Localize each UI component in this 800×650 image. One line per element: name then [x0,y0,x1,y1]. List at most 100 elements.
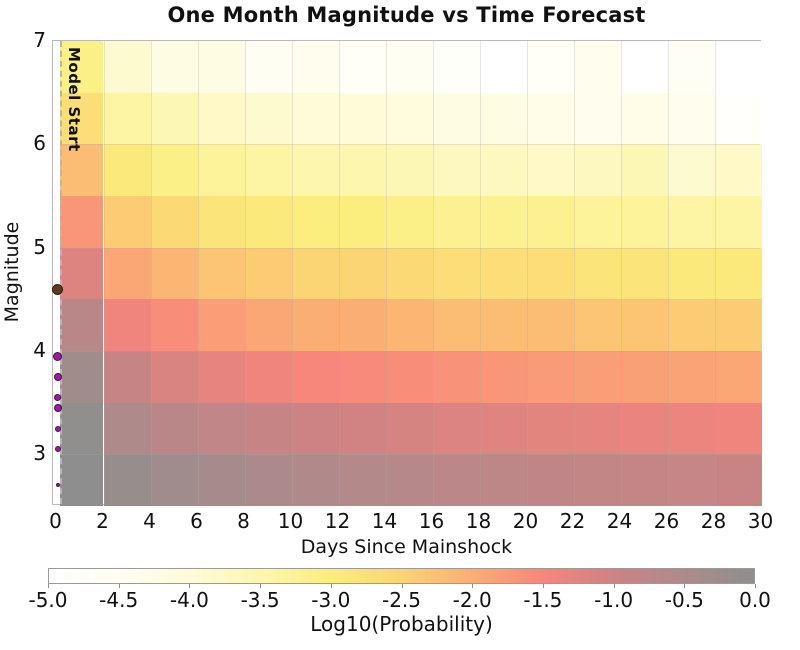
model-start-label: Model Start [65,47,84,152]
y-gridline [60,351,760,352]
model-start-line [60,41,63,504]
x-gridline [150,41,152,504]
heatmap-cell [385,41,433,94]
colorbar-tickmark [189,584,191,588]
colorbar-tickmark [330,584,332,588]
heatmap-cell [479,454,527,507]
heatmap-cell [385,144,433,197]
heatmap-cell [291,144,339,197]
x-gridline [244,41,246,504]
event-dot [55,483,60,488]
y-tick-label: 5 [33,234,46,259]
heatmap-cell [385,247,433,300]
heatmap-cell [479,41,527,94]
heatmap-cell [620,247,668,300]
heatmap-cell [60,92,104,145]
heatmap-cell [60,351,104,404]
heatmap-cell [338,41,386,94]
heatmap-cell [244,299,292,352]
heatmap-cell [150,41,198,94]
colorbar-tick-label: -1.5 [523,588,563,612]
colorbar-tick-label: -4.0 [169,588,209,612]
chart-title: One Month Magnitude vs Time Forecast [167,3,646,27]
heatmap-cell [197,144,245,197]
heatmap-cell [526,41,574,94]
x-gridline [620,41,622,504]
heatmap-cell [385,299,433,352]
heatmap-cell [385,351,433,404]
x-tick-label: 24 [606,509,633,533]
heatmap-cell [150,454,198,507]
heatmap-cell [526,196,574,249]
heatmap-cell [667,92,715,145]
colorbar-tickmark [118,584,120,588]
heatmap-cell [197,247,245,300]
heatmap-cell [432,454,480,507]
heatmap-cell [526,454,574,507]
colorbar-tickmark [613,584,615,588]
plot-area: Model Start [52,40,762,507]
heatmap-cell [150,144,198,197]
event-dot [54,394,61,401]
event-dot [52,283,63,295]
heatmap-cell [432,41,480,94]
heatmap-cell [291,92,339,145]
y-tick-label: 7 [33,28,46,52]
heatmap-cell [620,144,668,197]
colorbar-tickmark [542,584,544,588]
x-tick-label: 8 [237,509,250,533]
heatmap-cell [103,299,151,352]
heatmap-cell [573,299,621,352]
heatmap-cell [103,351,151,404]
x-tick-label: 12 [324,509,351,533]
x-tick-label: 18 [465,509,492,533]
heatmap-cell [197,299,245,352]
heatmap-cell [338,351,386,404]
colorbar-tick-label: -3.5 [240,588,280,612]
heatmap-cell [667,299,715,352]
heatmap-cell [479,144,527,197]
heatmap-cell [291,41,339,94]
heatmap-cell [573,196,621,249]
heatmap-cell [714,402,762,455]
heatmap-cell [197,454,245,507]
heatmap-cell [714,351,762,404]
heatmap-cell [479,92,527,145]
heatmap-cell [573,247,621,300]
event-dot [54,446,61,453]
heatmap-cell [385,402,433,455]
heatmap-cell [667,41,715,94]
heatmap-cell [197,196,245,249]
heatmap-cell [620,41,668,94]
heatmap-cell [103,92,151,145]
heatmap-cell [432,92,480,145]
heatmap-cell [620,351,668,404]
heatmap-cell [244,402,292,455]
heatmap-cell [60,454,104,507]
x-tick-label: 4 [143,509,156,533]
x-tick-label: 28 [700,509,727,533]
heatmap-cell [573,41,621,94]
heatmap-cell [526,299,574,352]
x-gridline [432,41,434,504]
heatmap-cell [714,41,762,94]
x-tick-label: 26 [653,509,680,533]
colorbar-label: Log10(Probability) [310,612,493,636]
x-gridline [103,41,105,504]
x-gridline [714,41,716,504]
heatmap-cell [291,351,339,404]
heatmap-cell [573,144,621,197]
y-tick-label: 3 [33,441,46,466]
heatmap-cell [667,247,715,300]
heatmap-cell [714,144,762,197]
colorbar-tick-label: -2.5 [381,588,422,612]
heatmap-cell [338,299,386,352]
x-tick-label: 2 [96,509,109,533]
heatmap-cell [197,41,245,94]
heatmap-cell [526,351,574,404]
heatmap-cell [60,402,104,455]
event-dot [53,351,62,361]
heatmap-cell [338,454,386,507]
heatmap-cell [432,351,480,404]
